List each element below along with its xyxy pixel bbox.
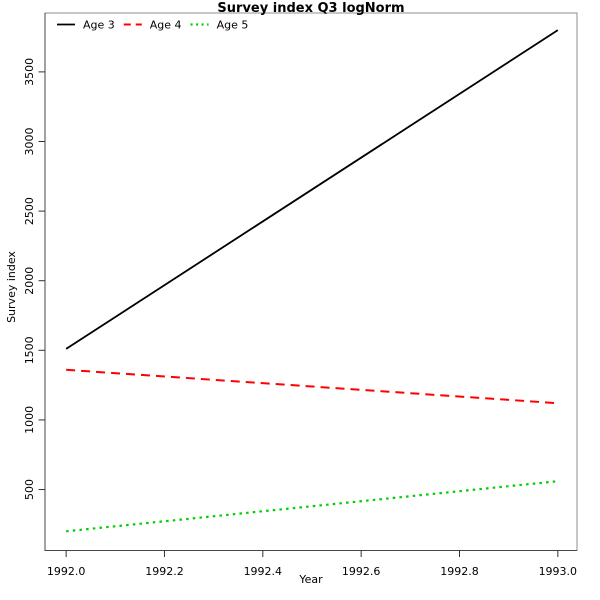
axis-lines	[44, 13, 577, 551]
y-tick-label: 1500	[23, 336, 36, 364]
chart-title: Survey index Q3 logNorm	[217, 1, 404, 16]
legend-label: Age 5	[217, 19, 249, 32]
y-tick-label: 500	[23, 479, 36, 500]
series-line-age-5	[66, 480, 558, 533]
plot-box	[44, 12, 578, 551]
y-tick-label: 1000	[23, 406, 36, 434]
x-tick-label: 1992.6	[342, 565, 381, 578]
series-line-age-3	[65, 29, 559, 350]
x-tick-label: 1992.4	[244, 565, 283, 578]
y-axis-label: Survey index	[5, 251, 18, 323]
series-line-age-4	[66, 368, 558, 405]
x-tick-label: 1992.2	[145, 565, 184, 578]
y-tick-label: 3000	[23, 127, 36, 155]
y-tick-label: 2000	[23, 267, 36, 295]
legend: Age 3 Age 4 Age 5	[57, 19, 248, 32]
y-tick-label: 3500	[23, 58, 36, 86]
y-tick-label: 2500	[23, 197, 36, 225]
x-axis-label: Year	[298, 573, 323, 586]
x-tick-label: 1992.8	[440, 565, 479, 578]
x-tick-label: 1993.0	[539, 565, 578, 578]
legend-label: Age 3	[83, 19, 115, 32]
plot-area: 1992.0 1992.2 1992.4 1992.6 1992.8 1993.0 500 1…	[23, 12, 578, 578]
x-tick-label: 1992.0	[47, 565, 86, 578]
legend-label: Age 4	[150, 19, 182, 32]
